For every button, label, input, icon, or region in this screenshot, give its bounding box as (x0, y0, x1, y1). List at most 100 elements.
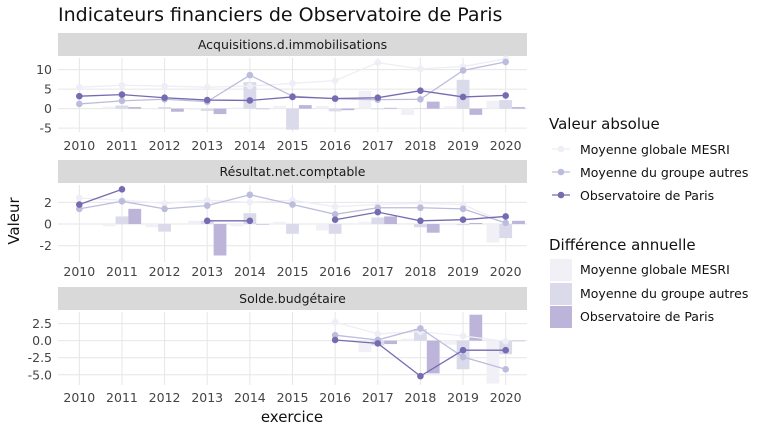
x-tick-label: 2019 (447, 264, 479, 279)
data-point (161, 205, 168, 213)
data-point (331, 77, 339, 84)
legend-bar-swatch (550, 283, 572, 305)
bar (341, 108, 355, 111)
bar (371, 217, 385, 225)
bar (115, 216, 129, 225)
y-tick-label: 10 (36, 62, 52, 77)
data-point (161, 94, 168, 102)
bar (102, 224, 116, 227)
data-point (502, 58, 509, 66)
data-point (331, 203, 339, 210)
bar (200, 108, 214, 111)
x-tick-label: 2012 (149, 264, 181, 279)
data-point (459, 346, 467, 354)
data-point (374, 340, 382, 347)
bar (115, 105, 129, 109)
bar (384, 107, 397, 109)
y-tick-label: 0 (44, 101, 52, 116)
bar (188, 220, 201, 225)
bar (170, 108, 184, 112)
bar (213, 224, 227, 256)
data-point (118, 91, 126, 98)
data-point (417, 372, 424, 380)
data-point (374, 94, 382, 102)
data-point (502, 92, 509, 99)
x-tick-label: 2014 (234, 138, 266, 153)
panel-1: Acquisitions.d.immobilisations -5 0 5 10 2010… (36, 33, 527, 153)
y-tick-label: 5 (44, 82, 52, 97)
panel-strip-label: Résultat.net.comptable (220, 164, 366, 179)
x-tick-label: 2014 (234, 264, 266, 279)
x-tick-label: 2010 (63, 390, 95, 405)
data-point (459, 216, 467, 224)
x-tick-label: 2010 (63, 138, 95, 153)
bar (401, 338, 415, 341)
bar (499, 224, 513, 239)
bar (128, 208, 142, 225)
bar (286, 108, 299, 130)
data-point (374, 330, 382, 338)
legend-label-bar: Moyenne du groupe autres (580, 286, 748, 301)
y-tick-label: -2.5 (28, 350, 52, 365)
x-tick-label: 2014 (234, 390, 266, 405)
data-point (76, 100, 83, 108)
x-tick-label: 2015 (277, 390, 309, 405)
data-point (76, 92, 83, 100)
data-point (76, 194, 83, 202)
bar (512, 340, 525, 342)
data-point (161, 82, 168, 90)
data-point (76, 201, 83, 208)
x-tick-label: 2011 (106, 138, 138, 153)
legend-point-swatch (557, 168, 565, 176)
legend-label-bar: Moyenne globale MESRI (580, 262, 730, 277)
x-tick-label: 2020 (490, 138, 522, 153)
x-tick-label: 2011 (106, 390, 138, 405)
data-point (289, 80, 296, 87)
bar (273, 221, 287, 225)
bar (456, 224, 470, 226)
data-point (502, 219, 509, 227)
legend-title-bars: Différence annuelle (549, 236, 696, 254)
y-tick-label: -5.0 (28, 367, 52, 382)
data-point (417, 217, 424, 225)
data-point (246, 71, 254, 79)
bar (401, 108, 415, 115)
data-point (417, 95, 424, 103)
data-point (118, 81, 126, 89)
x-tick-label: 2013 (191, 138, 223, 153)
x-tick-label: 2015 (277, 138, 309, 153)
bar (243, 82, 257, 109)
panel-strip (58, 33, 527, 56)
panel-strip (58, 160, 527, 183)
bar (256, 108, 270, 110)
bar (443, 224, 457, 226)
data-point (502, 346, 509, 354)
bar (230, 224, 244, 227)
data-point (289, 93, 296, 101)
panel-strip (58, 287, 527, 310)
bar (384, 216, 397, 225)
y-tick-label: 0.0 (32, 333, 52, 348)
data-point (246, 82, 254, 90)
data-point (502, 213, 509, 220)
bar (328, 108, 342, 112)
data-point (331, 216, 339, 224)
legend-label-bar: Observatoire de Paris (580, 309, 714, 324)
data-point (118, 186, 126, 193)
data-point (331, 210, 339, 218)
bar (188, 108, 201, 110)
data-point (331, 318, 339, 326)
legend: Valeur absolue Différence annuelle Moyen… (549, 115, 748, 328)
panel-strip-label: Acquisitions.d.immobilisations (198, 37, 387, 52)
data-point (459, 205, 467, 213)
x-tick-label: 2019 (447, 138, 479, 153)
bar (315, 224, 329, 231)
x-tick-label: 2017 (362, 138, 394, 153)
legend-label-line: Moyenne globale MESRI (580, 142, 730, 157)
data-point (417, 325, 424, 332)
x-tick-label: 2019 (447, 390, 479, 405)
x-tick-label: 2011 (106, 264, 138, 279)
bar (512, 107, 525, 109)
bar (486, 340, 500, 384)
bar (315, 105, 329, 109)
